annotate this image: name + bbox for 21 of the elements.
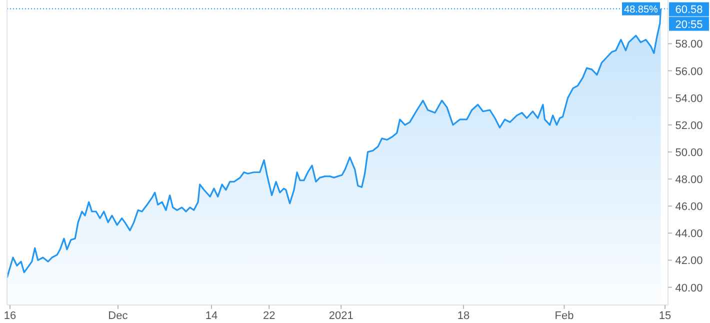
y-tick-label: 46.00 <box>675 201 703 214</box>
y-tick-label: 48.00 <box>675 174 703 186</box>
x-tick-label: 18 <box>457 310 470 322</box>
x-tick-label: Dec <box>108 310 128 322</box>
text: 20:55 <box>675 18 703 31</box>
y-tick-label: 42.00 <box>675 255 703 268</box>
y-tick-label: 52.00 <box>675 120 703 132</box>
y-tick-label: 50.00 <box>675 146 703 159</box>
x-tick-label: 15 <box>658 310 672 322</box>
y-tick-label: 54.00 <box>675 92 703 105</box>
y-tick-label: 44.00 <box>675 228 703 240</box>
x-tick-label: 14 <box>205 310 218 322</box>
ref-line-label: 60.58 <box>675 4 703 16</box>
x-tick-label: 2021 <box>328 310 354 322</box>
y-tick-label: 56.00 <box>675 66 703 78</box>
annotation: 48.85% <box>624 4 658 16</box>
y-tick-label: 40.00 <box>675 282 703 294</box>
x-tick-label: Feb <box>554 310 574 322</box>
x-tick-label: 16 <box>4 310 16 322</box>
x-tick-label: 22 <box>262 310 276 322</box>
y-tick-label: 58.00 <box>675 38 703 51</box>
